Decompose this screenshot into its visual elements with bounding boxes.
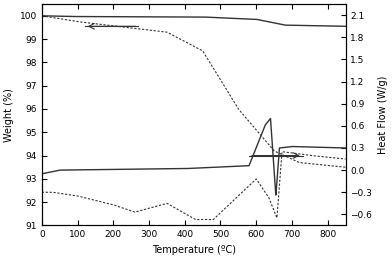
Y-axis label: Heat Flow (W/g): Heat Flow (W/g) [378,76,388,154]
Y-axis label: Weight (%): Weight (%) [4,88,14,142]
X-axis label: Temperature (ºC): Temperature (ºC) [152,245,236,255]
